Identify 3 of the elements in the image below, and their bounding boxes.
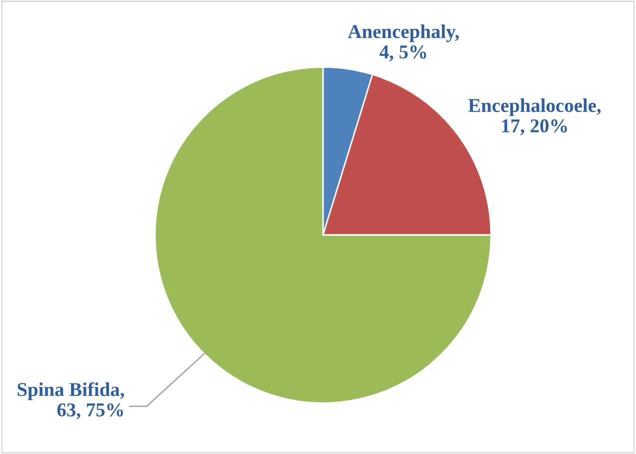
slice-label: Anencephaly, 4, 5%: [348, 24, 459, 62]
slice-label: Encephalocoele, 17, 20%: [468, 98, 601, 136]
slice-label: Spina Bifida, 63, 75%: [18, 382, 124, 420]
